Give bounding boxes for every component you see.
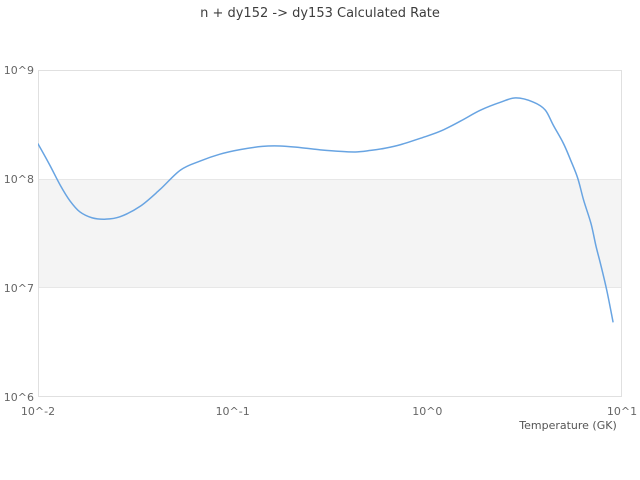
chart-title: n + dy152 -> dy153 Calculated Rate [200,6,440,21]
y-tick-label: 10^7 [3,282,34,295]
band-annotation [38,179,622,288]
x-tick-label: 10^1 [606,405,638,418]
x-tick-label: 10^-1 [215,405,250,418]
y-tick-label: 10^6 [3,391,34,404]
x-tick-label: 10^-2 [20,405,56,418]
y-tick-label: 10^9 [3,64,34,77]
y-tick-label: 10^8 [3,173,34,186]
x-tick-label: 10^0 [412,405,443,418]
rate-line [38,97,614,323]
plot-area [38,70,622,397]
plot-border [38,70,622,397]
x-axis-title: Temperature (GK) [519,419,617,432]
